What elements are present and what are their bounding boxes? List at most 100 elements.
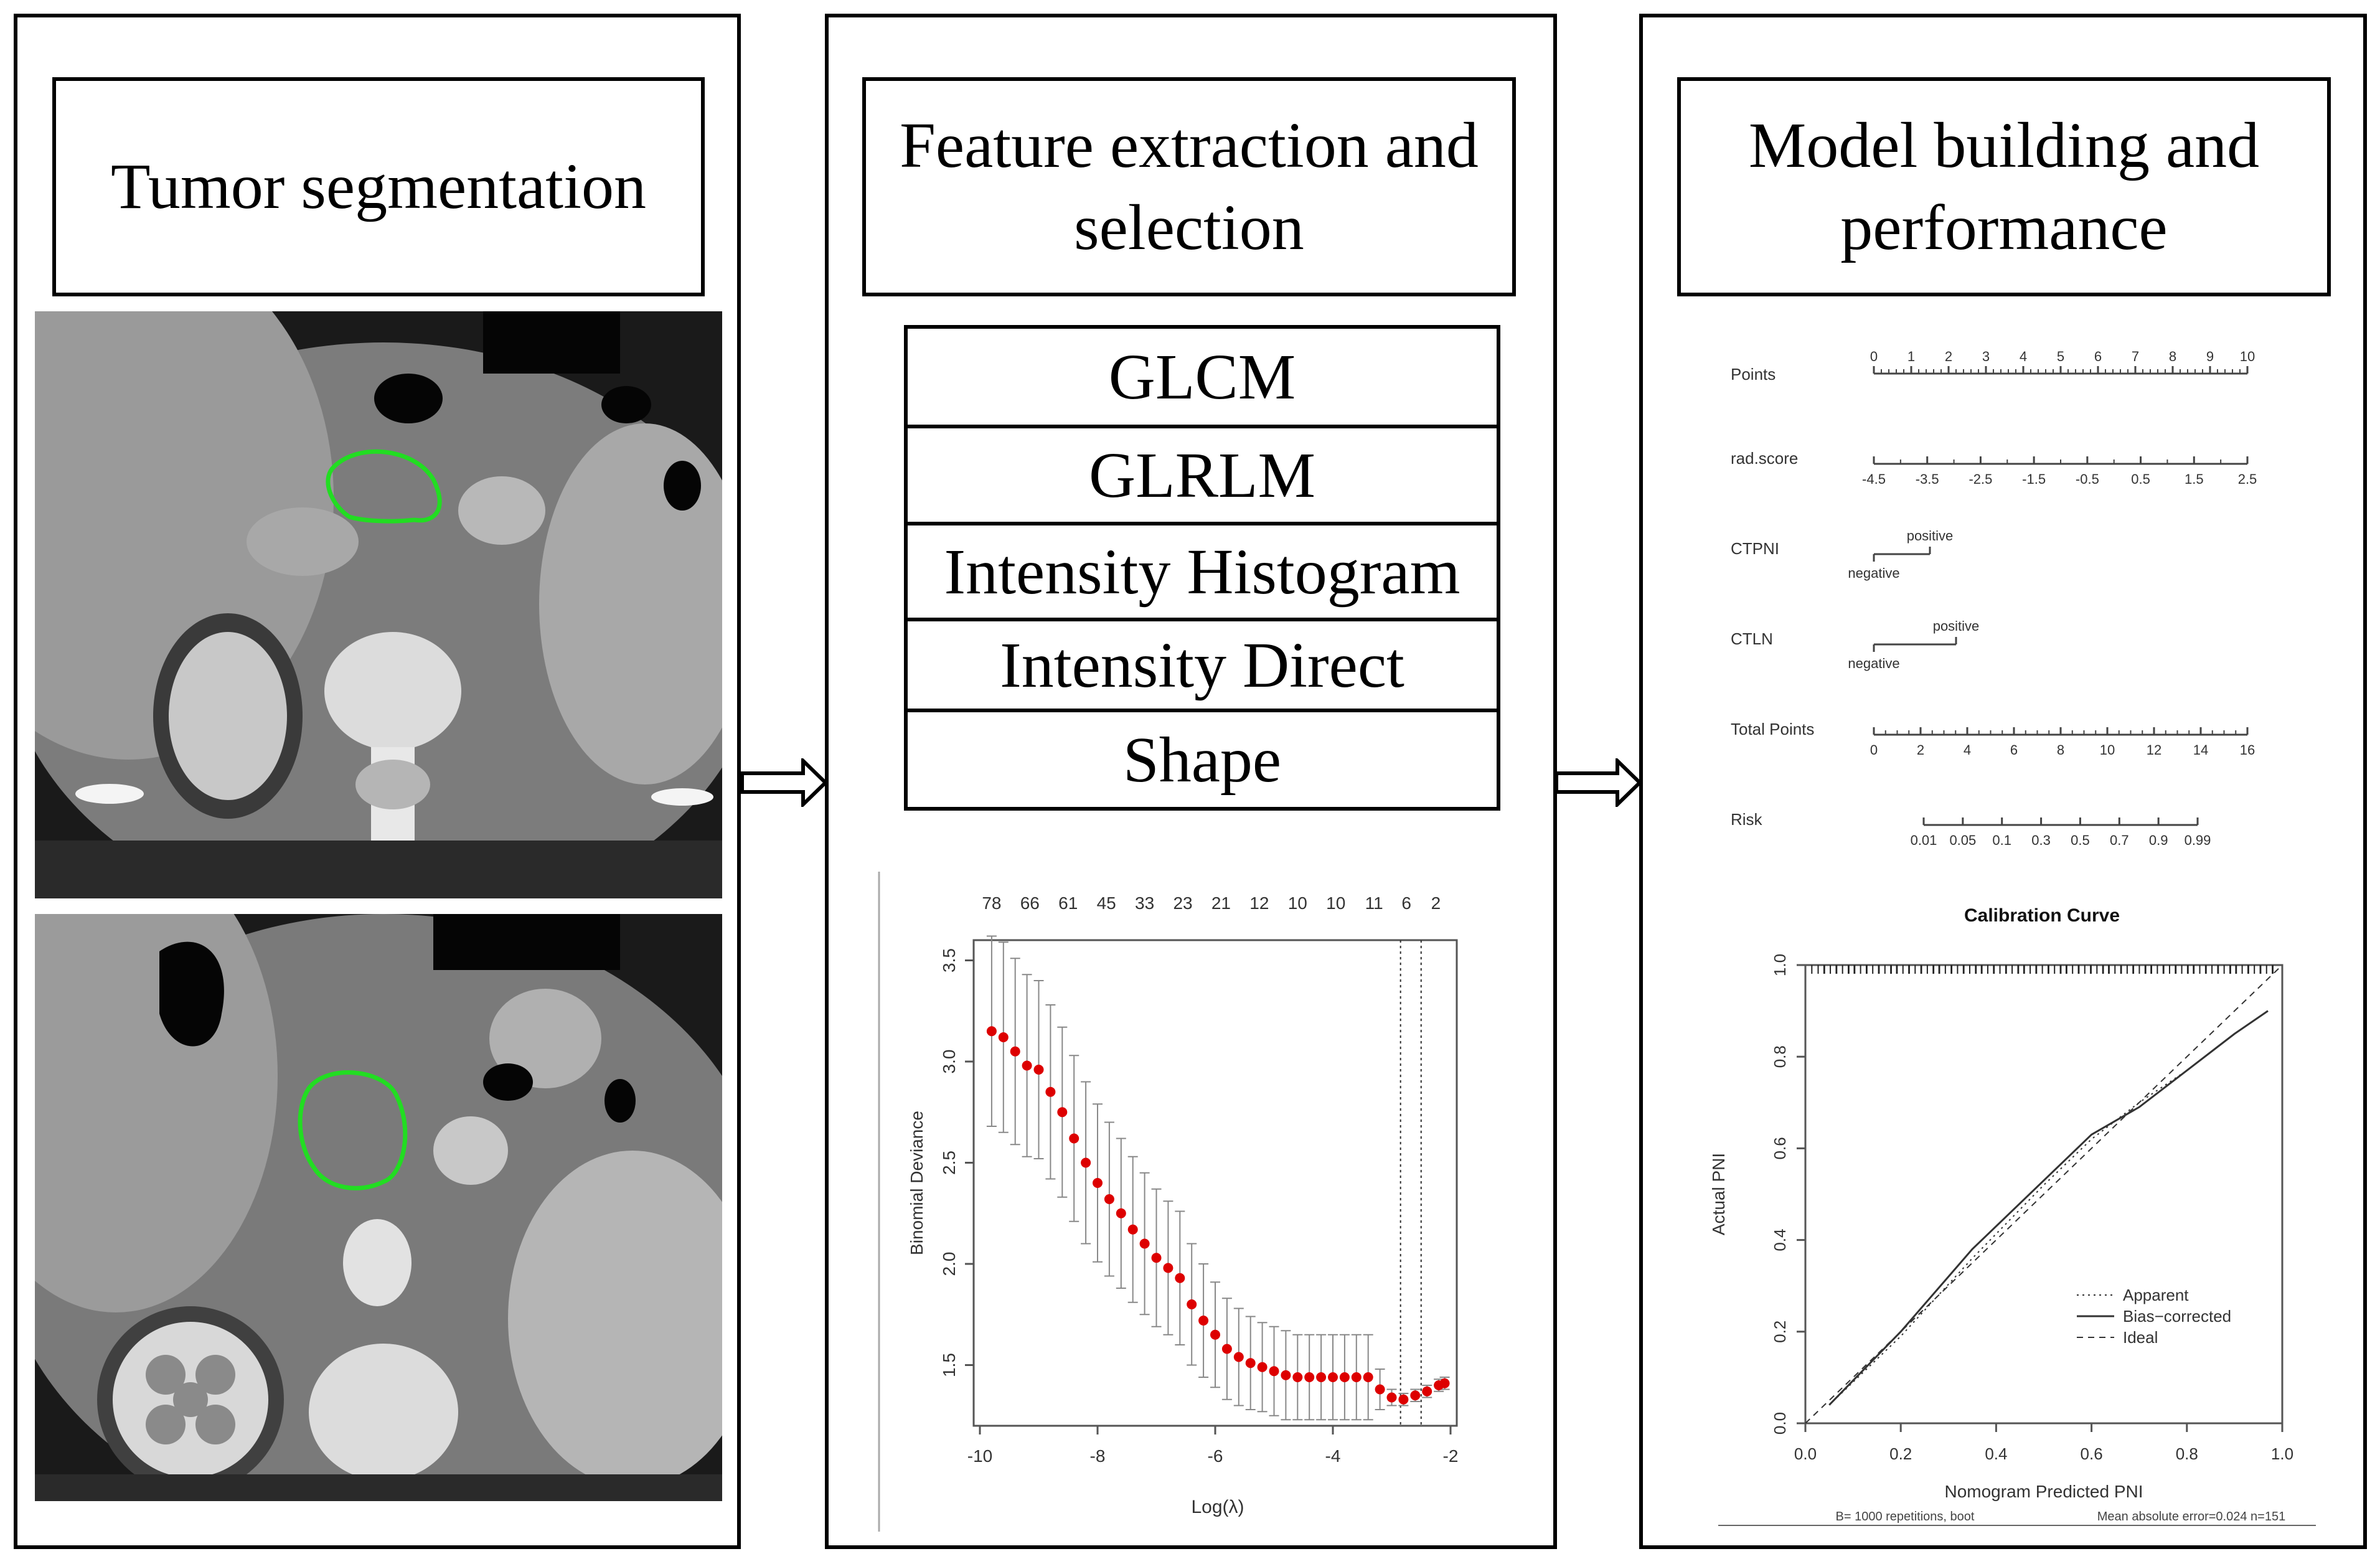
scale-tick-label: 10 bbox=[2100, 742, 2115, 758]
top-count-label: 10 bbox=[1326, 893, 1345, 913]
cv-point bbox=[1057, 1107, 1068, 1118]
x-tick-label: -10 bbox=[967, 1446, 992, 1466]
feature-group-label: GLRLM bbox=[1089, 439, 1315, 511]
nomogram-row-label: rad.score bbox=[1731, 449, 1798, 468]
cv-point bbox=[1351, 1372, 1362, 1382]
x-tick-label: 0.0 bbox=[1794, 1444, 1817, 1463]
cv-point bbox=[1187, 1299, 1197, 1309]
x-tick-label: -4 bbox=[1325, 1446, 1341, 1466]
binary-low-label: negative bbox=[1848, 656, 1899, 671]
cv-point bbox=[1198, 1316, 1209, 1326]
cv-point bbox=[1093, 1178, 1103, 1188]
scale-tick-label: 0.3 bbox=[2031, 832, 2051, 848]
x-tick-label: -8 bbox=[1090, 1446, 1106, 1466]
y-tick-label: 0.6 bbox=[1771, 1137, 1789, 1159]
scale-tick-label: -4.5 bbox=[1862, 471, 1886, 487]
model-title: Model building and performance bbox=[1677, 77, 2331, 296]
cv-point bbox=[1127, 1224, 1138, 1235]
top-count-label: 6 bbox=[1401, 893, 1411, 913]
cv-point bbox=[1139, 1238, 1150, 1249]
feature-group-shape: Shape bbox=[904, 709, 1500, 811]
cv-point bbox=[1022, 1060, 1032, 1071]
scale-tick-label: 0.05 bbox=[1949, 832, 1976, 848]
y-tick-label: 2.0 bbox=[939, 1252, 959, 1276]
y-axis-label: Binomial Deviance bbox=[907, 1111, 926, 1255]
y-axis-label: Actual PNI bbox=[1709, 1153, 1728, 1235]
cv-point bbox=[1269, 1366, 1279, 1377]
ct-scan-bottom bbox=[35, 914, 722, 1501]
scale-tick-label: 0.5 bbox=[2131, 471, 2150, 487]
footer-left-text: B= 1000 repetitions, boot bbox=[1836, 1510, 1975, 1524]
scale-tick-label: 0.7 bbox=[2110, 832, 2129, 848]
lasso-cv-chart: -10 -8 -6 -4 -21.52.02.53.03.578 66 61 45 33 23 21… bbox=[878, 872, 1458, 1532]
features-title-line2: selection bbox=[1074, 192, 1304, 263]
model-title-line2: performance bbox=[1840, 192, 2168, 263]
scale-tick-label: 0.01 bbox=[1911, 832, 1937, 848]
scale-tick-label: 12 bbox=[2147, 742, 2161, 758]
x-axis-label: Log(λ) bbox=[1191, 1497, 1244, 1517]
top-count-label: 78 bbox=[982, 893, 1001, 913]
cv-point bbox=[1363, 1372, 1373, 1382]
cv-point bbox=[998, 1032, 1009, 1042]
y-tick-label: 3.5 bbox=[939, 948, 959, 973]
top-count-label: 66 bbox=[1020, 893, 1040, 913]
tumor-contour-top bbox=[326, 449, 442, 524]
binary-high-label: positive bbox=[1907, 528, 1954, 544]
segmentation-title: Tumor segmentation bbox=[52, 77, 705, 296]
tumor-contour-bottom bbox=[298, 1070, 408, 1190]
top-count-label: 45 bbox=[1097, 893, 1116, 913]
x-tick-label: -6 bbox=[1208, 1446, 1223, 1466]
scale-tick-label: 6 bbox=[2010, 742, 2018, 758]
cv-point bbox=[1257, 1362, 1268, 1372]
cv-point bbox=[1221, 1344, 1232, 1354]
nomogram-row-label: CTPNI bbox=[1731, 539, 1779, 558]
feature-group-label: GLCM bbox=[1108, 341, 1296, 413]
y-tick-label: 0.8 bbox=[1771, 1045, 1789, 1068]
cv-point bbox=[1010, 1046, 1020, 1057]
scale-tick-label: 14 bbox=[2193, 742, 2208, 758]
legend: Apparent Bias−corrected Ideal bbox=[2077, 1286, 2231, 1347]
feature-group-glcm: GLCM bbox=[904, 325, 1500, 428]
scale-tick-label: 0.99 bbox=[2185, 832, 2211, 848]
scale-tick-label: 6 bbox=[2094, 349, 2102, 364]
arrow-right-icon bbox=[741, 758, 828, 807]
series-line bbox=[1828, 1010, 2269, 1406]
top-count-label: 10 bbox=[1288, 893, 1307, 913]
cv-point bbox=[1233, 1352, 1244, 1362]
cv-point bbox=[1386, 1392, 1397, 1403]
scale-tick-label: 8 bbox=[2057, 742, 2064, 758]
scale-tick-label: 3 bbox=[1982, 349, 1990, 364]
cv-point bbox=[1304, 1372, 1315, 1382]
scale-tick-label: 16 bbox=[2240, 742, 2255, 758]
scale-tick-label: 0.5 bbox=[2071, 832, 2090, 848]
y-tick-label: 1.0 bbox=[1771, 954, 1789, 976]
top-count-label: 61 bbox=[1058, 893, 1078, 913]
scale-tick-label: 2 bbox=[1917, 742, 1924, 758]
calibration-chart: Calibration Curve 0.0 0.2 0.4 0.6 0.8 1.00.00… bbox=[1709, 905, 2316, 1526]
model-title-line1: Model building and bbox=[1748, 110, 2260, 181]
y-tick-label: 2.5 bbox=[939, 1151, 959, 1175]
series-line bbox=[1805, 964, 2283, 1424]
x-tick-label: 0.8 bbox=[2176, 1444, 2198, 1463]
scale-tick-label: 0.9 bbox=[2149, 832, 2168, 848]
cv-point bbox=[1245, 1358, 1256, 1368]
nomogram: Points rad.score CTPNI CTLN Total Points Risk… bbox=[1731, 349, 2257, 848]
series-line bbox=[1828, 1010, 2269, 1406]
ct-image-bottom bbox=[35, 914, 722, 1501]
features-title-line1: Feature extraction and bbox=[900, 110, 1479, 181]
feature-group-intensity-direct: Intensity Direct bbox=[904, 618, 1500, 712]
x-tick-label: 0.2 bbox=[1889, 1444, 1912, 1463]
scale-tick-label: 1 bbox=[1907, 349, 1915, 364]
cv-point bbox=[1151, 1253, 1162, 1263]
arrow-right-icon bbox=[1555, 758, 1642, 807]
cv-point bbox=[1422, 1386, 1432, 1397]
binary-low-label: negative bbox=[1848, 565, 1899, 581]
y-tick-label: 0.4 bbox=[1771, 1229, 1789, 1251]
scale-tick-label: 0.1 bbox=[1992, 832, 2011, 848]
chart-title: Calibration Curve bbox=[1964, 905, 2120, 926]
nomogram-row-label: Total Points bbox=[1731, 720, 1814, 738]
lasso-grid: -10 -8 -6 -4 -21.52.02.53.03.578 66 61 45 33 23 21… bbox=[939, 893, 1458, 1466]
cv-point bbox=[1175, 1273, 1185, 1283]
scale-tick-label: 2.5 bbox=[2238, 471, 2257, 487]
cv-point bbox=[1339, 1372, 1350, 1382]
